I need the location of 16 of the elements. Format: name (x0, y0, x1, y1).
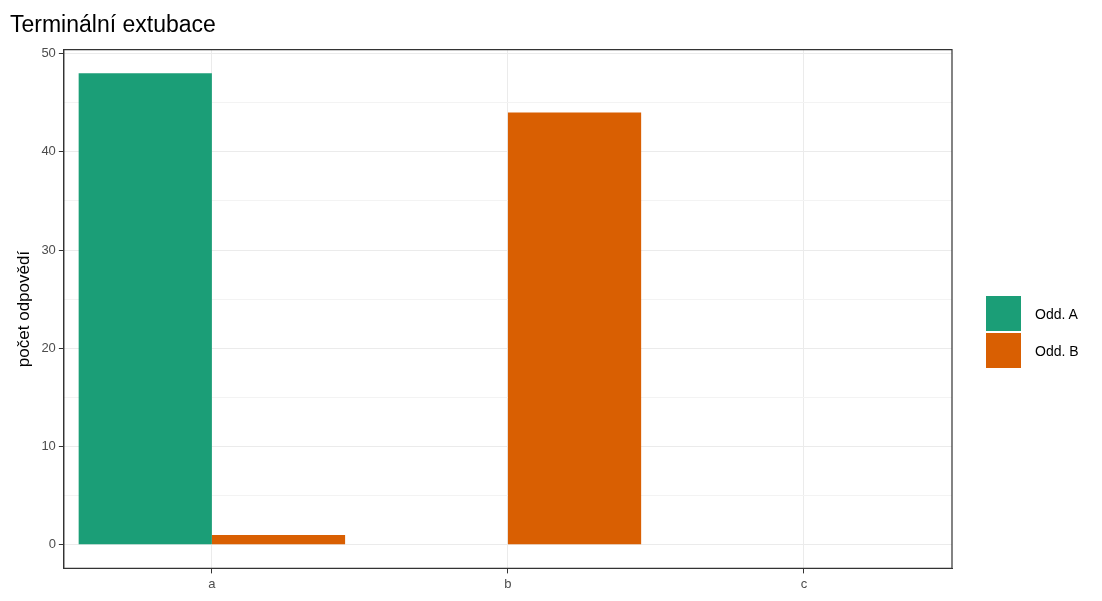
y-tick-label: 40 (41, 143, 56, 159)
y-tick-label: 0 (48, 536, 56, 552)
x-tick-label: c (800, 575, 808, 591)
y-axis-title: počet odpovědí (13, 250, 33, 368)
y-tick-label: 10 (41, 438, 56, 454)
y-tick-label: 50 (41, 45, 56, 61)
y-tick-label: 30 (41, 241, 56, 257)
bar (507, 112, 642, 545)
text: Odd. A (1035, 305, 1078, 322)
chart-title: Terminální extubace (10, 11, 216, 38)
bar (78, 73, 212, 545)
bar (211, 534, 346, 545)
x-tick-label: a (208, 575, 217, 591)
text: Odd. B (1035, 342, 1079, 359)
y-tick-label: 20 (41, 339, 56, 355)
x-tick-label: b (504, 575, 512, 591)
